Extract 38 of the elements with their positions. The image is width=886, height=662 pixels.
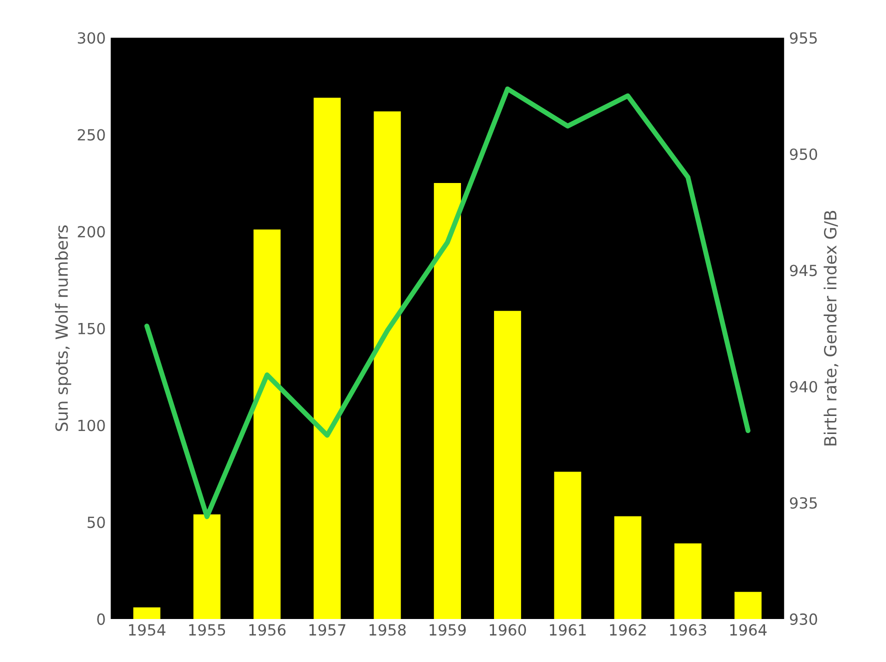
x-tick-label: 1958	[370, 624, 406, 636]
y-tick-label: 250	[78, 129, 105, 141]
y2-tick-label: 945	[790, 264, 817, 276]
bar	[133, 607, 160, 619]
y-tick-label: 200	[78, 226, 105, 238]
x-tick-label: 1963	[670, 624, 706, 636]
bar	[374, 111, 401, 619]
y-axis-title: Sun spots, Wolf numbers	[55, 225, 72, 431]
y2-tick-label: 935	[790, 497, 817, 509]
y-tick-label: 0	[97, 613, 105, 625]
y-tick-label: 50	[88, 516, 105, 528]
bar	[494, 310, 522, 619]
bar	[254, 230, 281, 619]
bar	[674, 543, 702, 619]
x-tick-label: 1957	[309, 624, 346, 636]
y-tick-label: 100	[78, 420, 105, 432]
bar	[314, 98, 341, 619]
x-tick-label: 1959	[430, 624, 466, 636]
y2-tick-label: 930	[790, 613, 818, 625]
y2-tick-label: 955	[790, 32, 817, 44]
y-tick-label: 300	[78, 32, 105, 44]
y2-tick-label: 950	[790, 148, 818, 160]
x-tick-label: 1961	[550, 624, 586, 636]
x-tick-label: 1954	[129, 624, 166, 636]
y-tick-label: 150	[78, 322, 105, 334]
line-series	[144, 86, 750, 520]
bar	[193, 514, 220, 619]
x-tick-label: 1956	[249, 624, 286, 636]
bar	[734, 592, 762, 619]
x-tick-label: 1962	[610, 624, 646, 636]
x-tick-label: 1955	[189, 624, 226, 636]
x-tick-label: 1964	[730, 624, 767, 636]
x-tick-label: 1960	[490, 624, 526, 636]
y2-axis-title: Birth rate, Gender index G/B	[824, 210, 838, 446]
bar	[554, 472, 582, 619]
y2-tick-label: 940	[790, 380, 818, 392]
bar	[614, 516, 642, 619]
bar	[434, 183, 461, 619]
